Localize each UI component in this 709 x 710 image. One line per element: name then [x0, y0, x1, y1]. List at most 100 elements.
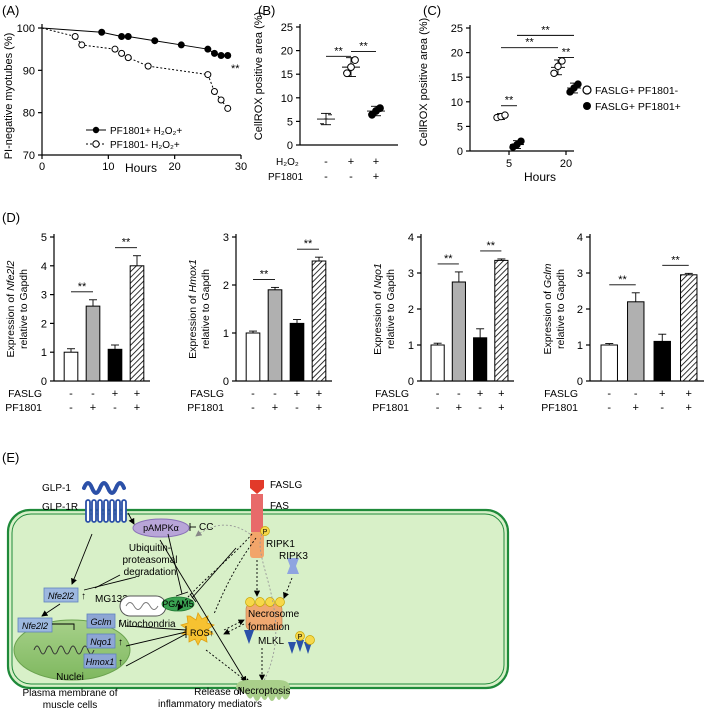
fas-receptor: [251, 494, 263, 532]
panel-d-chart-nfe2l2: Expression of Nfe2l2 relative to Gapdh 0 1 2…: [5, 232, 150, 414]
panel-d-ytick: 5: [41, 232, 47, 244]
panel-a-sig-annotation: **: [231, 63, 240, 75]
panel-b-ytick: 10: [281, 93, 293, 105]
panel-a-series-1-point: [204, 45, 212, 53]
panel-label-c: (C): [423, 3, 441, 18]
panel-b-point: [347, 63, 355, 72]
legend-faslg-pf1801-minus: FASLG+ PF1801-: [595, 85, 679, 97]
panel-a-xlabel: Hours: [125, 161, 157, 175]
panel-b-ytick: 0: [287, 140, 293, 152]
panel-d-sig-label: **: [671, 254, 680, 266]
mlkl-oligomer: [288, 631, 315, 654]
panel-d-sign-faslg: +: [498, 388, 504, 400]
panel-d-ytick: 4: [577, 232, 583, 244]
gclm-label: Gclm: [91, 617, 113, 627]
panel-c-sig-label: **: [562, 47, 571, 59]
panel-a-series-2-point: [111, 45, 119, 53]
gclm-box: [86, 613, 116, 629]
panel-d-chart-gclm: Expression of Gclm relative to Gapdh 0 1 2 3 4…: [541, 232, 704, 414]
hmox1-label: Hmox1: [86, 657, 115, 667]
panel-a-series-2-point: [224, 104, 232, 112]
panel-d-row-pf1801: PF1801: [372, 402, 409, 414]
panel-c-point: [517, 137, 525, 145]
mlkl-node: [244, 630, 254, 644]
panel-a-ytick: 100: [17, 23, 35, 35]
panel-b-point: [343, 69, 351, 78]
panel-c-ytick: 0: [457, 146, 463, 158]
panel-b-ylabel: CellROX positive area (%): [253, 12, 265, 140]
nqo1-box: [86, 633, 116, 649]
panel-d-bar: [311, 260, 327, 382]
hmox1-box: [83, 653, 117, 669]
ups-label-3: degradation: [124, 567, 177, 578]
panel-d-bar: [85, 305, 101, 382]
release-label-2: inflammatory mediators: [158, 699, 262, 710]
panel-a-xtick: 10: [102, 161, 114, 173]
panel-d-ytick: 2: [408, 304, 414, 316]
ups-label-1: Ubiquitin-: [129, 543, 171, 554]
panel-d-sig-label: **: [618, 274, 627, 286]
glp1r-receptor: [85, 499, 127, 523]
panel-a-series-2-point: [118, 49, 126, 57]
panel-d-row-faslg: FASLG: [190, 388, 224, 400]
panel-a-ylabel: PI-negative myotubes (%): [3, 33, 15, 160]
nfe2l2-cyto-box: [43, 587, 79, 603]
panel-d-ylabel-2: relative to Gapdh: [385, 269, 397, 349]
panel-d-ylabel: Expression of Nqo1: [372, 263, 384, 355]
panel-d-sign-faslg: +: [316, 388, 322, 400]
panel-d-row-faslg: FASLG: [375, 388, 409, 400]
necrosome-phospho: [245, 597, 285, 607]
panel-c-xlabel: Hours: [524, 170, 556, 184]
panel-d-bar: [627, 301, 645, 382]
ripk1-label: RIPK1: [266, 539, 295, 550]
panel-c-ylabel: CellROX positive area (%): [418, 18, 430, 146]
panel-d-ytick: 0: [577, 376, 583, 388]
panel-c-point: [554, 62, 562, 71]
panel-d-bar: [129, 265, 145, 382]
panel-label-d: (D): [2, 210, 20, 225]
panel-d-sign-pf1801: -: [436, 402, 440, 414]
panel-a-ytick: 80: [23, 108, 35, 120]
panel-a-xtick: 30: [235, 161, 247, 173]
panel-d-row-pf1801: PF1801: [187, 402, 224, 414]
panel-d-sig-label: **: [78, 281, 87, 293]
nqo1-label: Nqo1: [90, 637, 112, 647]
membrane-label-1: Plasma membrane of: [22, 688, 117, 699]
necrosome-label-1: Necrosome: [248, 609, 300, 620]
panel-d-ytick: 1: [41, 347, 47, 359]
panel-d-bar: [451, 281, 466, 382]
panel-d-sign-pf1801: +: [316, 402, 322, 414]
fas-label: FAS: [270, 501, 289, 512]
panel-d-bar: [430, 344, 445, 382]
panel-c-point: [550, 69, 558, 77]
panel-d-bar: [63, 351, 79, 382]
panel-d-chart-nqo1: Expression of Nqo1 relative to Gapdh 0 1 2 3 4…: [372, 232, 514, 414]
panel-a-series-2-point: [204, 71, 212, 79]
glp1r-label: GLP-1R: [42, 502, 78, 513]
panel-b-ytick: 25: [281, 22, 293, 34]
panel-d-bar: [245, 332, 261, 382]
legend-pf1801-minus: PF1801- H₂O₂+: [110, 140, 180, 151]
panel-d-ytick: 2: [223, 280, 229, 292]
panel-d-sign-faslg: -: [634, 388, 638, 400]
pampk-label: pAMPKα: [143, 523, 179, 533]
panel-a-series-1-point: [124, 32, 132, 40]
panel-c-point: [501, 111, 509, 119]
panel-d-ytick: 0: [223, 376, 229, 388]
ripk1-p: P: [263, 529, 268, 536]
legend-faslg-pf1801-plus: FASLG+ PF1801+: [595, 101, 681, 113]
panel-d-sig-label: **: [444, 253, 453, 265]
panel-d-sign-pf1801: +: [134, 402, 140, 414]
panel-d-row-faslg: FASLG: [544, 388, 578, 400]
panel-d-sign-pf1801: -: [478, 402, 482, 414]
panel-d-sign-faslg: +: [477, 388, 483, 400]
faslg-label: FASLG: [270, 480, 302, 491]
panel-a-series-1-point: [98, 28, 106, 36]
panel-a-series-2-point: [217, 96, 225, 104]
nfe2l2-nuc-box: [17, 617, 53, 633]
panel-d-ylabel-2: relative to Gapdh: [555, 269, 567, 349]
panel-c-sig-label: **: [541, 24, 550, 36]
mlkl-p: P: [298, 634, 303, 641]
